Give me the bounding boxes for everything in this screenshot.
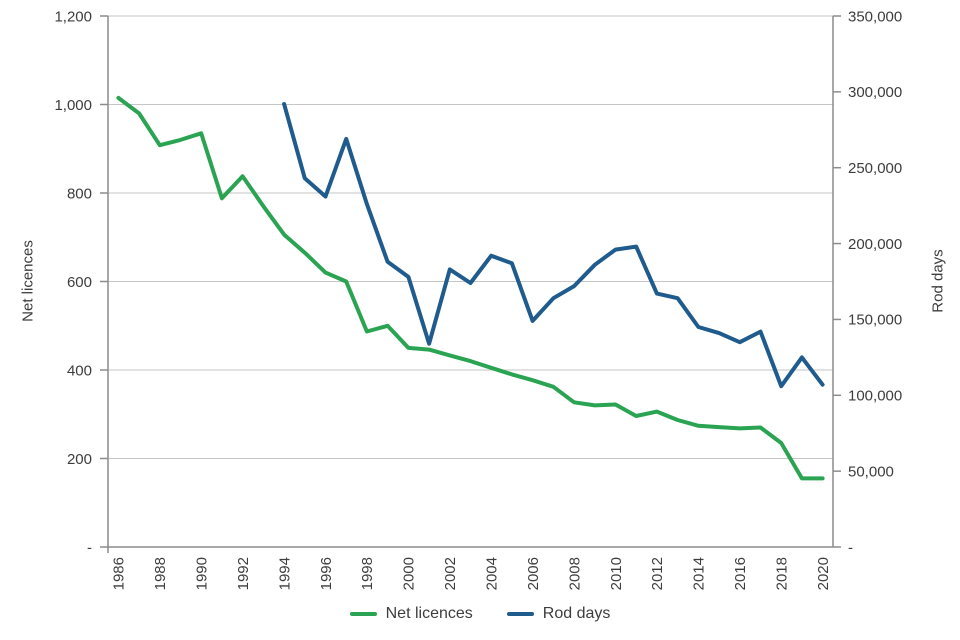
chart-legend: Net licences Rod days [0, 605, 960, 623]
series-line-net-licences [116, 95, 825, 481]
x-axis-tick-label: 2004 [483, 557, 500, 590]
left-axis-tick-label: 800 [67, 185, 92, 202]
legend-swatch-rod-days-icon [506, 612, 534, 616]
right-axis-title: Rod days [929, 249, 947, 313]
legend-swatch-net-licences-icon [349, 612, 377, 616]
legend-item-rod-days: Rod days [506, 605, 611, 623]
right-axis-tick-label: 250,000 [848, 160, 902, 177]
right-axis-tick-label: - [848, 539, 853, 556]
x-axis-tick-label: 2014 [691, 557, 708, 590]
left-axis-tick-label: 400 [67, 362, 92, 379]
x-axis-tick-label: 1994 [276, 557, 293, 590]
legend-item-net-licences: Net licences [349, 605, 473, 623]
right-axis-tick-label: 50,000 [848, 463, 894, 480]
x-axis-tick-label: 2016 [732, 557, 749, 590]
x-axis-tick-label: 1992 [235, 557, 252, 590]
x-axis-tick-label: 2010 [608, 557, 625, 590]
x-axis-tick-label: 1990 [193, 557, 210, 590]
right-axis-tick-label: 150,000 [848, 312, 902, 329]
legend-label-rod-days: Rod days [542, 605, 611, 622]
x-axis-tick-label: 2000 [401, 557, 418, 590]
x-axis-tick-label: 2008 [566, 557, 583, 590]
right-axis-tick-label: 300,000 [848, 84, 902, 101]
left-axis-tick-label: 600 [67, 274, 92, 291]
left-axis-tick-label: 200 [67, 451, 92, 468]
x-axis-tick-label: 1986 [111, 557, 128, 590]
right-axis-tick-label: 100,000 [848, 388, 902, 405]
x-axis-tick-label: 2020 [815, 557, 832, 590]
left-axis-title: Net licences [19, 240, 37, 322]
right-axis-tick-label: 200,000 [848, 236, 902, 253]
x-axis-tick-label: 2018 [773, 557, 790, 590]
x-axis-tick-label: 2006 [525, 557, 542, 590]
left-axis-tick-label: 1,200 [54, 8, 92, 25]
series-line-rod-days [282, 102, 825, 389]
x-axis-tick-label: 1996 [318, 557, 335, 590]
x-axis-tick-label: 2012 [649, 557, 666, 590]
legend-label-net-licences: Net licences [385, 605, 473, 622]
x-axis-tick-label: 1988 [152, 557, 169, 590]
x-axis-tick-label: 1998 [359, 557, 376, 590]
left-axis-tick-label: 1,000 [54, 97, 92, 114]
right-axis-tick-label: 350,000 [848, 8, 902, 25]
left-axis-tick-label: - [87, 539, 92, 556]
x-axis-tick-label: 2002 [442, 557, 459, 590]
